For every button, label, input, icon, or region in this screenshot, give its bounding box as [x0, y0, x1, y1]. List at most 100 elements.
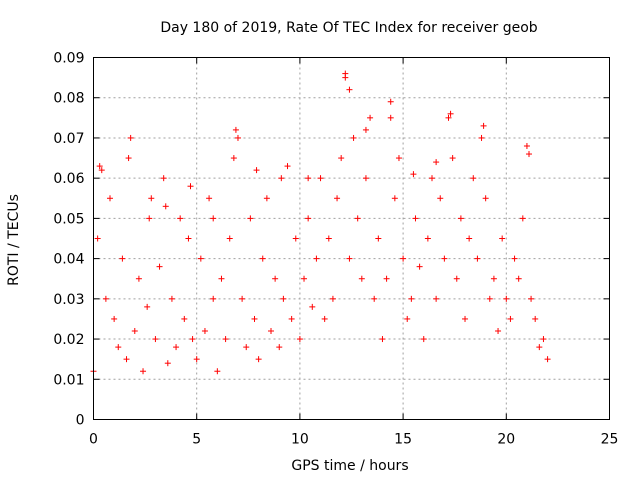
- data-point: [144, 303, 151, 310]
- data-point: [280, 295, 287, 302]
- data-point: [449, 155, 456, 162]
- x-tick-label: 5: [192, 432, 201, 448]
- data-point: [168, 295, 175, 302]
- data-point: [189, 336, 196, 343]
- data-point: [253, 167, 260, 174]
- data-point: [305, 175, 312, 182]
- y-tick-label: 0.01: [53, 372, 84, 388]
- data-point: [441, 255, 448, 262]
- data-point: [234, 134, 241, 141]
- data-point: [272, 275, 279, 282]
- y-tick-label: 0.04: [53, 252, 84, 268]
- data-point: [342, 70, 349, 77]
- data-point: [276, 344, 283, 351]
- data-point: [96, 163, 103, 170]
- data-point: [526, 151, 533, 158]
- data-point: [164, 360, 171, 367]
- data-point: [102, 295, 109, 302]
- data-point: [433, 295, 440, 302]
- data-point: [131, 328, 138, 335]
- data-point: [197, 255, 204, 262]
- x-tick-label: 15: [394, 432, 412, 448]
- data-point: [503, 295, 510, 302]
- data-point: [453, 275, 460, 282]
- data-point: [410, 171, 417, 178]
- data-point: [255, 356, 262, 363]
- data-point: [185, 235, 192, 242]
- data-point: [519, 215, 526, 222]
- data-point: [301, 275, 308, 282]
- data-point: [247, 215, 254, 222]
- data-point: [292, 235, 299, 242]
- data-point: [428, 175, 435, 182]
- data-point: [187, 183, 194, 190]
- y-tick-label: 0.06: [53, 171, 84, 187]
- data-point: [346, 86, 353, 93]
- data-point: [420, 336, 427, 343]
- data-point: [278, 175, 285, 182]
- data-point: [362, 126, 369, 133]
- data-point: [284, 163, 291, 170]
- data-point: [288, 315, 295, 322]
- data-point: [387, 114, 394, 121]
- data-point: [146, 215, 153, 222]
- data-point: [259, 255, 266, 262]
- data-point: [98, 167, 105, 174]
- data-point: [490, 275, 497, 282]
- data-point: [313, 255, 320, 262]
- data-point: [507, 315, 514, 322]
- y-axis-label: ROTI / TECUs: [6, 194, 22, 286]
- data-point: [466, 235, 473, 242]
- plot-frame: [93, 57, 610, 420]
- data-point: [210, 215, 217, 222]
- x-tick-label: 10: [291, 432, 309, 448]
- data-point: [232, 126, 239, 133]
- data-point: [193, 356, 200, 363]
- chart-title: Day 180 of 2019, Rate Of TEC Index for r…: [160, 20, 537, 36]
- data-point: [329, 295, 336, 302]
- data-point: [115, 344, 122, 351]
- data-point: [540, 336, 547, 343]
- data-point: [222, 336, 229, 343]
- data-point: [375, 235, 382, 242]
- y-tick-label: 0.05: [53, 211, 84, 227]
- y-tick-label: 0: [76, 413, 85, 429]
- x-tick-label: 25: [601, 432, 619, 448]
- data-point: [544, 356, 551, 363]
- data-point: [482, 195, 489, 202]
- data-point: [371, 295, 378, 302]
- data-point: [251, 315, 258, 322]
- data-point: [515, 275, 522, 282]
- data-point: [367, 114, 374, 121]
- data-point: [424, 235, 431, 242]
- data-point: [177, 215, 184, 222]
- data-point: [156, 263, 163, 270]
- data-point: [457, 215, 464, 222]
- data-point: [140, 368, 147, 375]
- data-point: [433, 159, 440, 166]
- data-point: [317, 175, 324, 182]
- data-point: [125, 155, 132, 162]
- data-point: [445, 114, 452, 121]
- y-tick-label: 0.09: [53, 51, 84, 67]
- x-axis-label: GPS time / hours: [291, 458, 408, 474]
- data-point: [395, 155, 402, 162]
- data-point: [387, 98, 394, 105]
- data-point: [511, 255, 518, 262]
- data-point: [495, 328, 502, 335]
- data-point: [334, 195, 341, 202]
- y-tick-label: 0.03: [53, 292, 84, 308]
- data-point: [263, 195, 270, 202]
- data-point: [201, 328, 208, 335]
- axis-ticks: 0 5 10 15 20 25 0 0.01 0.02 0.03 0.04 0.05 0.06 0.07 0…: [53, 51, 618, 448]
- data-point: [181, 315, 188, 322]
- data-point: [305, 215, 312, 222]
- data-point: [239, 295, 246, 302]
- data-point: [226, 235, 233, 242]
- data-point: [111, 315, 118, 322]
- data-point: [210, 295, 217, 302]
- data-point: [148, 195, 155, 202]
- data-point: [354, 215, 361, 222]
- data-point: [412, 215, 419, 222]
